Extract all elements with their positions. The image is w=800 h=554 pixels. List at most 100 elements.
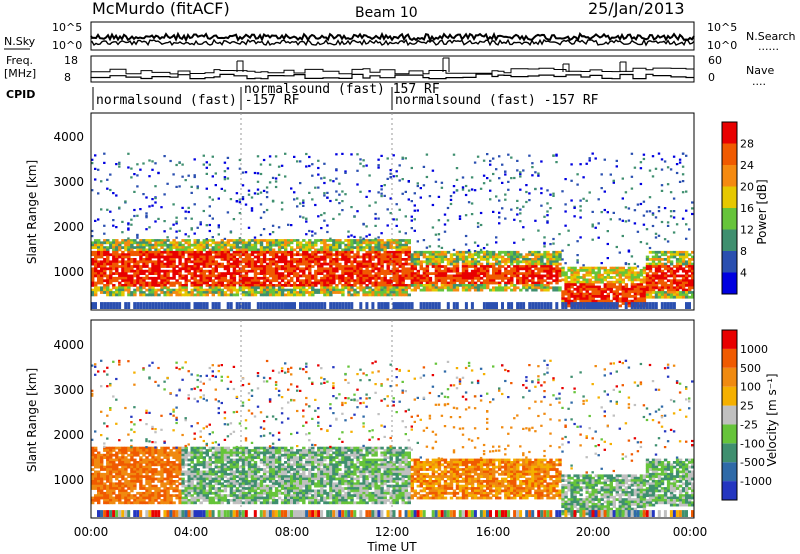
heatmap-cell [160, 246, 164, 249]
heatmap-cell [473, 189, 477, 192]
heatmap-cell [482, 182, 486, 185]
heatmap-cell [660, 253, 665, 257]
heatmap-cell [97, 482, 101, 486]
heatmap-cell [166, 250, 170, 254]
heatmap-cell [217, 279, 221, 283]
heatmap-cell [259, 265, 264, 268]
heatmap-cell [142, 451, 146, 455]
heatmap-cell [335, 250, 339, 254]
heatmap-cell [157, 510, 161, 517]
power-cbar-tick: 4 [740, 267, 747, 280]
heatmap-cell [356, 272, 360, 275]
heatmap-cell [199, 276, 203, 280]
heatmap-cell [124, 501, 128, 505]
heatmap-cell [422, 253, 427, 257]
heatmap-cell [166, 470, 170, 474]
heatmap-cell [410, 272, 414, 275]
heatmap-cell [106, 241, 110, 245]
heatmap-cell [368, 288, 372, 292]
heatmap-cell [208, 196, 211, 199]
heatmap-cell [274, 284, 279, 287]
heatmap-cell [250, 286, 255, 290]
heatmap-cell [181, 239, 185, 242]
heatmap-cell [681, 180, 685, 183]
heatmap-cell [145, 451, 149, 455]
heatmap-cell [142, 291, 146, 294]
heatmap-cell [208, 214, 211, 217]
heatmap-cell [555, 279, 559, 283]
heatmap-cell [280, 164, 284, 167]
heatmap-cell [398, 246, 402, 249]
heatmap-cell [103, 286, 107, 290]
heatmap-cell [377, 250, 381, 254]
heatmap-cell [196, 302, 200, 309]
heatmap-cell [489, 198, 492, 201]
heatmap-cell [612, 266, 616, 270]
heatmap-cell [284, 239, 288, 242]
heatmap-cell [187, 269, 191, 273]
heatmap-cell [178, 255, 182, 259]
heatmap-cell [338, 267, 342, 271]
heatmap-cell [413, 209, 416, 212]
heatmap-cell [112, 279, 116, 283]
heatmap-cell [157, 265, 161, 268]
heatmap-cell [570, 280, 574, 284]
heatmap-cell [335, 274, 339, 278]
heatmap-cell [172, 255, 176, 259]
heatmap-cell [341, 302, 345, 309]
heatmap-cell [398, 243, 402, 247]
heatmap-cell [311, 276, 315, 280]
heatmap-cell [145, 440, 148, 443]
heatmap-cell [329, 274, 333, 278]
heatmap-cell [100, 461, 104, 464]
heatmap-cell [377, 191, 380, 194]
heatmap-cell [498, 272, 502, 275]
heatmap-cell [332, 248, 336, 252]
heatmap-cell [681, 253, 686, 257]
heatmap-cell [380, 279, 384, 283]
heatmap-cell [142, 465, 146, 469]
heatmap-cell [416, 253, 420, 257]
heatmap-cell [232, 239, 237, 242]
heatmap-cell [606, 211, 609, 214]
heatmap-cell [537, 174, 540, 177]
heatmap-cell [160, 453, 164, 457]
heatmap-cell [184, 265, 188, 268]
heatmap-cell [507, 276, 511, 280]
heatmap-cell [464, 269, 469, 273]
heatmap-cell [259, 233, 263, 237]
heatmap-cell [229, 284, 234, 287]
heatmap-cell [118, 446, 122, 450]
heatmap-cell [651, 265, 656, 268]
heatmap-cell [621, 273, 625, 277]
heatmap-cell [476, 255, 481, 259]
heatmap-cell [555, 276, 559, 280]
heatmap-cell [115, 279, 119, 283]
heatmap-cell [534, 253, 538, 257]
heatmap-cell [513, 269, 517, 273]
heatmap-cell [329, 286, 333, 290]
heatmap-cell [362, 279, 366, 283]
heatmap-cell [425, 274, 430, 278]
heatmap-cell [91, 284, 95, 287]
heatmap-cell [407, 250, 411, 254]
heatmap-cell [314, 241, 318, 245]
heatmap-cell [112, 258, 116, 261]
heatmap-cell [449, 276, 454, 280]
heatmap-cell [91, 288, 95, 292]
heatmap-cell [163, 491, 167, 495]
heatmap-cell [431, 286, 436, 290]
heatmap-cell [657, 262, 662, 266]
heatmap-cell [359, 190, 362, 193]
heatmap-cell [127, 260, 131, 264]
heatmap-cell [392, 276, 396, 280]
heatmap-cell [558, 253, 562, 257]
heatmap-cell [374, 212, 377, 216]
heatmap-cell [284, 241, 288, 245]
heatmap-cell [606, 295, 610, 298]
heatmap-cell [344, 302, 348, 309]
heatmap-cell [97, 456, 101, 459]
heatmap-cell [112, 453, 116, 457]
heatmap-cell [546, 250, 550, 254]
heatmap-cell [112, 395, 115, 398]
